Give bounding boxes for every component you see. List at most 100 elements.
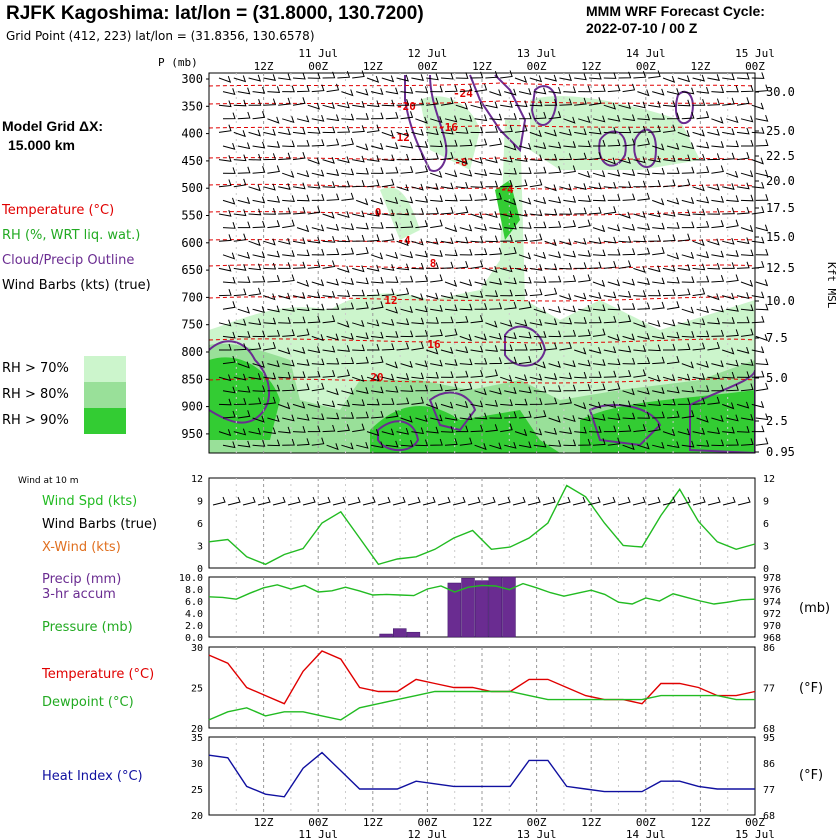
wind-barb: [533, 361, 546, 369]
pressure-level-450: 450: [181, 154, 203, 168]
wind-barb: [529, 398, 543, 405]
day-label-bottom-2: 13 Jul: [517, 828, 557, 840]
wind-barb: [751, 401, 765, 409]
wind-barb: [233, 209, 247, 217]
wind-barb: [711, 275, 725, 283]
model-grid-label: Model Grid ΔX:: [2, 118, 104, 134]
wind-barb: [677, 428, 691, 436]
wind-barb: [430, 116, 443, 124]
wind-barb: [741, 139, 754, 147]
wind-barb: [278, 262, 291, 269]
wind-barb: [282, 329, 295, 337]
wind-barb: [470, 370, 484, 378]
wind-barb: [707, 427, 721, 435]
wind-barb: [341, 223, 355, 231]
wind-barb: [474, 83, 488, 93]
wind-barb: [692, 239, 705, 247]
wind-ytick-right-2: 6: [763, 519, 769, 530]
wind-barb: [588, 182, 602, 190]
wind-barb: [514, 429, 528, 437]
precip-bar-15: [406, 631, 421, 638]
wind-barb: [385, 197, 399, 205]
wind-barb: [326, 412, 340, 420]
wind-barb: [666, 276, 680, 284]
precip-ytick-left-3: 4.0: [185, 609, 203, 620]
wind-barb: [633, 71, 647, 79]
wind-barb: [722, 371, 735, 379]
legend-temp-panel: Temperature (°C): [42, 667, 155, 682]
wind-barb: [296, 279, 310, 287]
wind-barb: [411, 128, 424, 136]
wind-barb: [222, 355, 236, 365]
wind-barb: [514, 234, 528, 242]
wind-barb: [618, 211, 631, 219]
wind-barb: [426, 317, 439, 324]
wind-barb: [533, 87, 547, 95]
wind-barb: [356, 246, 369, 256]
surface-wind-barb: [212, 496, 226, 506]
wind-barb: [411, 427, 425, 435]
pressure-level-600: 600: [181, 236, 203, 250]
wind-barb: [648, 234, 661, 242]
wind-barb: [485, 235, 499, 243]
wind-barb: [459, 114, 473, 122]
wind-barb: [533, 197, 547, 205]
wind-barb: [366, 155, 380, 162]
wind-barb: [736, 371, 750, 378]
wind-barb: [455, 157, 468, 165]
surface-wind-barb: [707, 496, 721, 506]
wind-barb: [370, 410, 384, 419]
wind-barb: [544, 342, 558, 351]
wind-barb: [633, 290, 647, 297]
wind-barb: [529, 233, 543, 242]
wind-barb: [548, 306, 561, 314]
surface-wind-barb: [677, 496, 691, 506]
wind-barb: [740, 115, 754, 123]
wind-barb: [430, 195, 443, 202]
wind-barb: [222, 88, 236, 95]
temp-ytick-left-2: 20: [191, 724, 203, 735]
wind-barb: [307, 206, 321, 215]
wind-barb: [292, 237, 306, 245]
wind-barb: [618, 260, 632, 269]
wind-barb: [474, 412, 488, 420]
wind-barb: [696, 220, 710, 229]
surface-wind-barb: [467, 496, 481, 506]
wind-barb: [470, 102, 483, 110]
wind-barb: [326, 303, 340, 310]
wind-barb: [751, 346, 765, 354]
wind-barb: [381, 154, 395, 162]
wind-barb: [400, 385, 414, 392]
wind-barb: [263, 262, 277, 270]
wind-barb: [622, 278, 635, 286]
wind-barb: [648, 423, 661, 433]
wind-barb: [592, 85, 606, 93]
wind-barb: [633, 320, 646, 328]
wind-barb: [263, 372, 277, 380]
wind-barb: [648, 210, 661, 218]
height-tick-2: 22.5: [766, 149, 795, 163]
wind-barb: [381, 209, 395, 217]
wind-barb: [366, 100, 380, 108]
wind-barb: [622, 248, 636, 256]
wind-barb: [514, 155, 528, 162]
wind-barb: [470, 156, 483, 164]
wind-barb: [652, 222, 665, 230]
wind-barb: [622, 169, 636, 176]
time-tick-top-2: 12Z: [363, 60, 383, 73]
surface-wind-barb: [242, 496, 256, 506]
wind-barb: [356, 411, 369, 419]
wind-barb: [444, 359, 458, 366]
day-label-top-3: 14 Jul: [626, 47, 666, 60]
wind-barb: [574, 73, 587, 81]
wind-barb: [740, 170, 754, 178]
wind-barb: [755, 84, 769, 93]
wind-barb: [411, 262, 425, 270]
wind-barb: [385, 276, 399, 283]
legend-rh70-label: RH > 70%: [2, 361, 69, 376]
wind-barb: [311, 114, 325, 122]
wind-barb: [722, 262, 735, 269]
wind-barb: [711, 415, 724, 423]
wind-barb: [489, 442, 502, 450]
wind-barb: [381, 373, 395, 381]
